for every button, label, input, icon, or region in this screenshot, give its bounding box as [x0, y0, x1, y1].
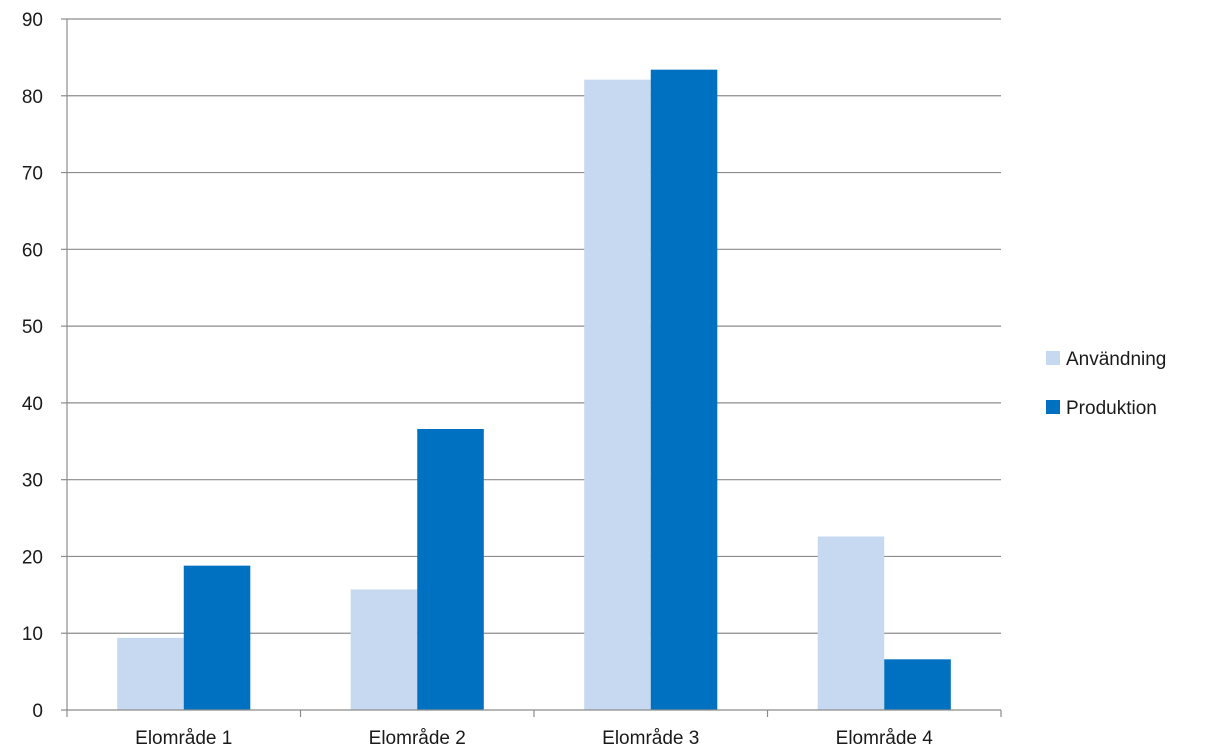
gridlines [67, 18, 1001, 634]
y-tick-label: 80 [22, 87, 43, 108]
y-tick-label: 70 [22, 164, 43, 185]
legend-swatch [1046, 400, 1060, 414]
y-tick-label: 60 [22, 240, 43, 261]
x-tick-label: Elområde 1 [135, 728, 232, 749]
legend-item-användning: Användning [1046, 349, 1166, 370]
legend: Användning Produktion [1046, 349, 1166, 419]
x-tick-label: Elområde 2 [369, 728, 466, 749]
bar-produktion-2 [417, 428, 484, 710]
y-axis-tick-labels: 0 10 20 30 40 50 60 70 80 90 [22, 10, 43, 722]
x-tick-label: Elområde 4 [836, 728, 934, 749]
bar-produktion-3 [650, 69, 718, 710]
bar-användning-4 [817, 536, 885, 710]
bar-produktion-1 [183, 565, 251, 710]
legend-label: Användning [1066, 349, 1166, 370]
y-tick-label: 90 [22, 10, 43, 31]
y-tick-label: 30 [22, 471, 43, 492]
y-tick-label: 40 [22, 394, 43, 415]
axes [61, 18, 1002, 717]
bar-användning-2 [350, 589, 418, 710]
x-axis-tick-labels: Elområde 1 Elområde 2 Elområde 3 Elområde 4 [135, 728, 933, 749]
bars [117, 69, 951, 711]
legend-item-produktion: Produktion [1046, 398, 1157, 419]
y-tick-label: 10 [22, 624, 43, 645]
y-tick-label: 50 [22, 317, 43, 338]
bar-produktion-4 [884, 659, 951, 710]
bar-användning-1 [117, 637, 184, 710]
bar-användning-3 [584, 79, 651, 711]
x-tick-label: Elområde 3 [602, 728, 699, 749]
legend-label: Produktion [1066, 398, 1157, 419]
y-tick-label: 0 [32, 701, 43, 722]
y-tick-label: 20 [22, 547, 43, 568]
legend-swatch [1046, 351, 1060, 365]
